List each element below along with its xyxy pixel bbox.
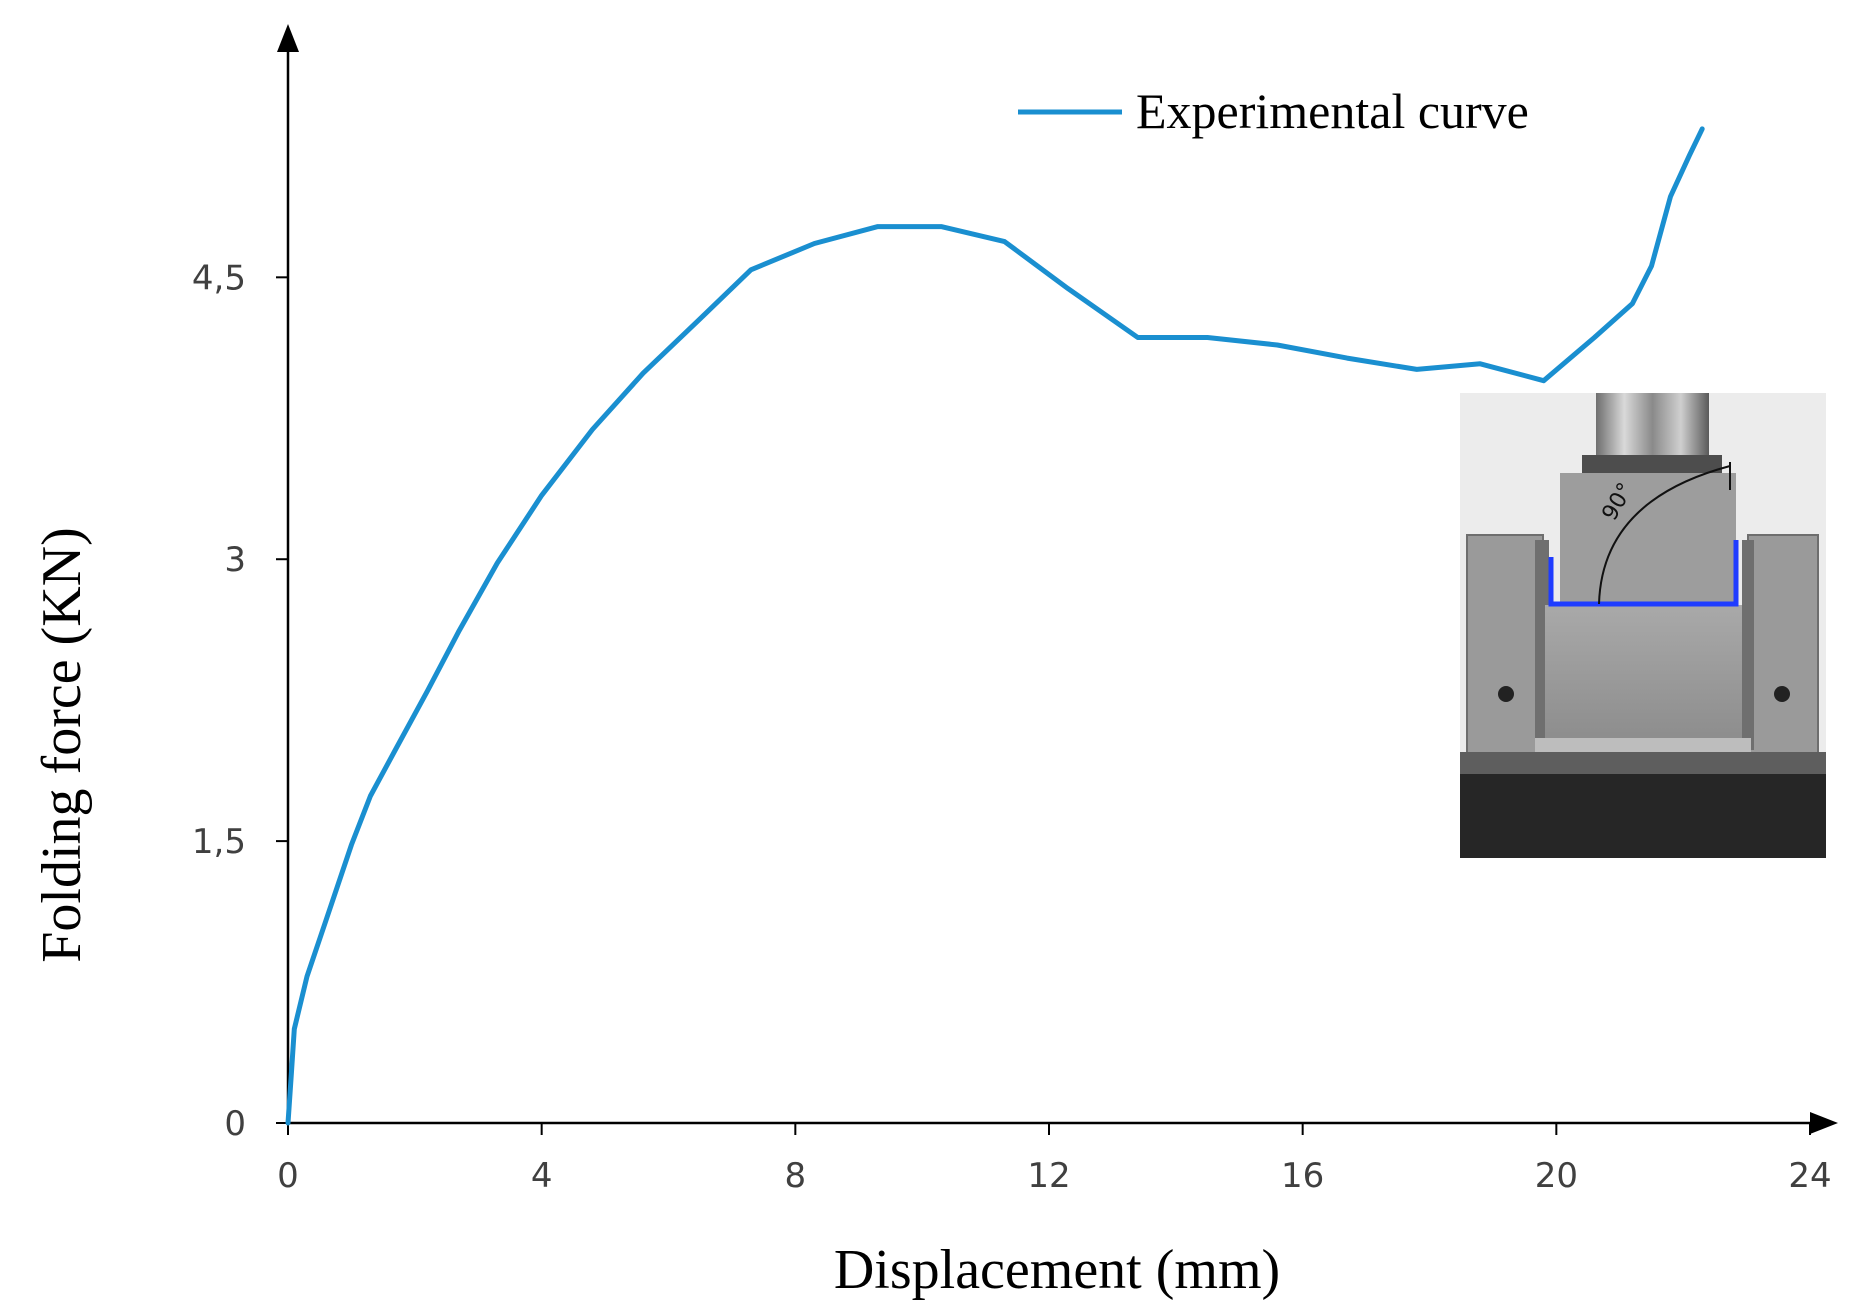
right-inner-plate (1742, 540, 1754, 750)
x-tick-label: 16 (1281, 1156, 1324, 1196)
x-axis-title: Displacement (mm) (834, 1239, 1280, 1301)
x-tick-label: 24 (1788, 1156, 1831, 1196)
legend: Experimental curve (1018, 83, 1529, 139)
y-axis-arrow (277, 24, 299, 52)
series-line-experimental-curve (285, 126, 1705, 1126)
x-tick-label: 12 (1027, 1156, 1070, 1196)
x-axis-arrow (1810, 1112, 1838, 1134)
y-tick-label: 3 (224, 540, 246, 580)
base-block (1460, 774, 1826, 858)
inset-photo: 90° (1460, 393, 1826, 858)
right-side-block (1747, 534, 1819, 754)
y-tick-label: 1,5 (192, 822, 246, 862)
left-side-block (1466, 534, 1544, 754)
base-plate (1460, 752, 1826, 774)
x-tick-label: 4 (531, 1156, 553, 1196)
punch-block (1560, 473, 1736, 605)
left-screw (1498, 686, 1514, 702)
legend-label: Experimental curve (1136, 83, 1529, 139)
angle-arc (1598, 465, 1731, 605)
press-collar (1582, 455, 1722, 473)
press-rod (1596, 393, 1709, 465)
tick-layer: 0 4 8 12 16 20 24 0 1,5 3 4,5 (192, 258, 1832, 1196)
y-tick-label: 0 (224, 1104, 246, 1144)
right-screw (1774, 686, 1790, 702)
y-axis-title: Folding force (KN) (31, 527, 93, 962)
x-tick-label: 20 (1535, 1156, 1578, 1196)
sheet-outline (1548, 540, 1739, 607)
x-tick-label: 8 (785, 1156, 807, 1196)
die-block (1545, 605, 1742, 745)
y-tick-label: 4,5 (192, 258, 246, 298)
x-tick-label: 0 (277, 1156, 299, 1196)
